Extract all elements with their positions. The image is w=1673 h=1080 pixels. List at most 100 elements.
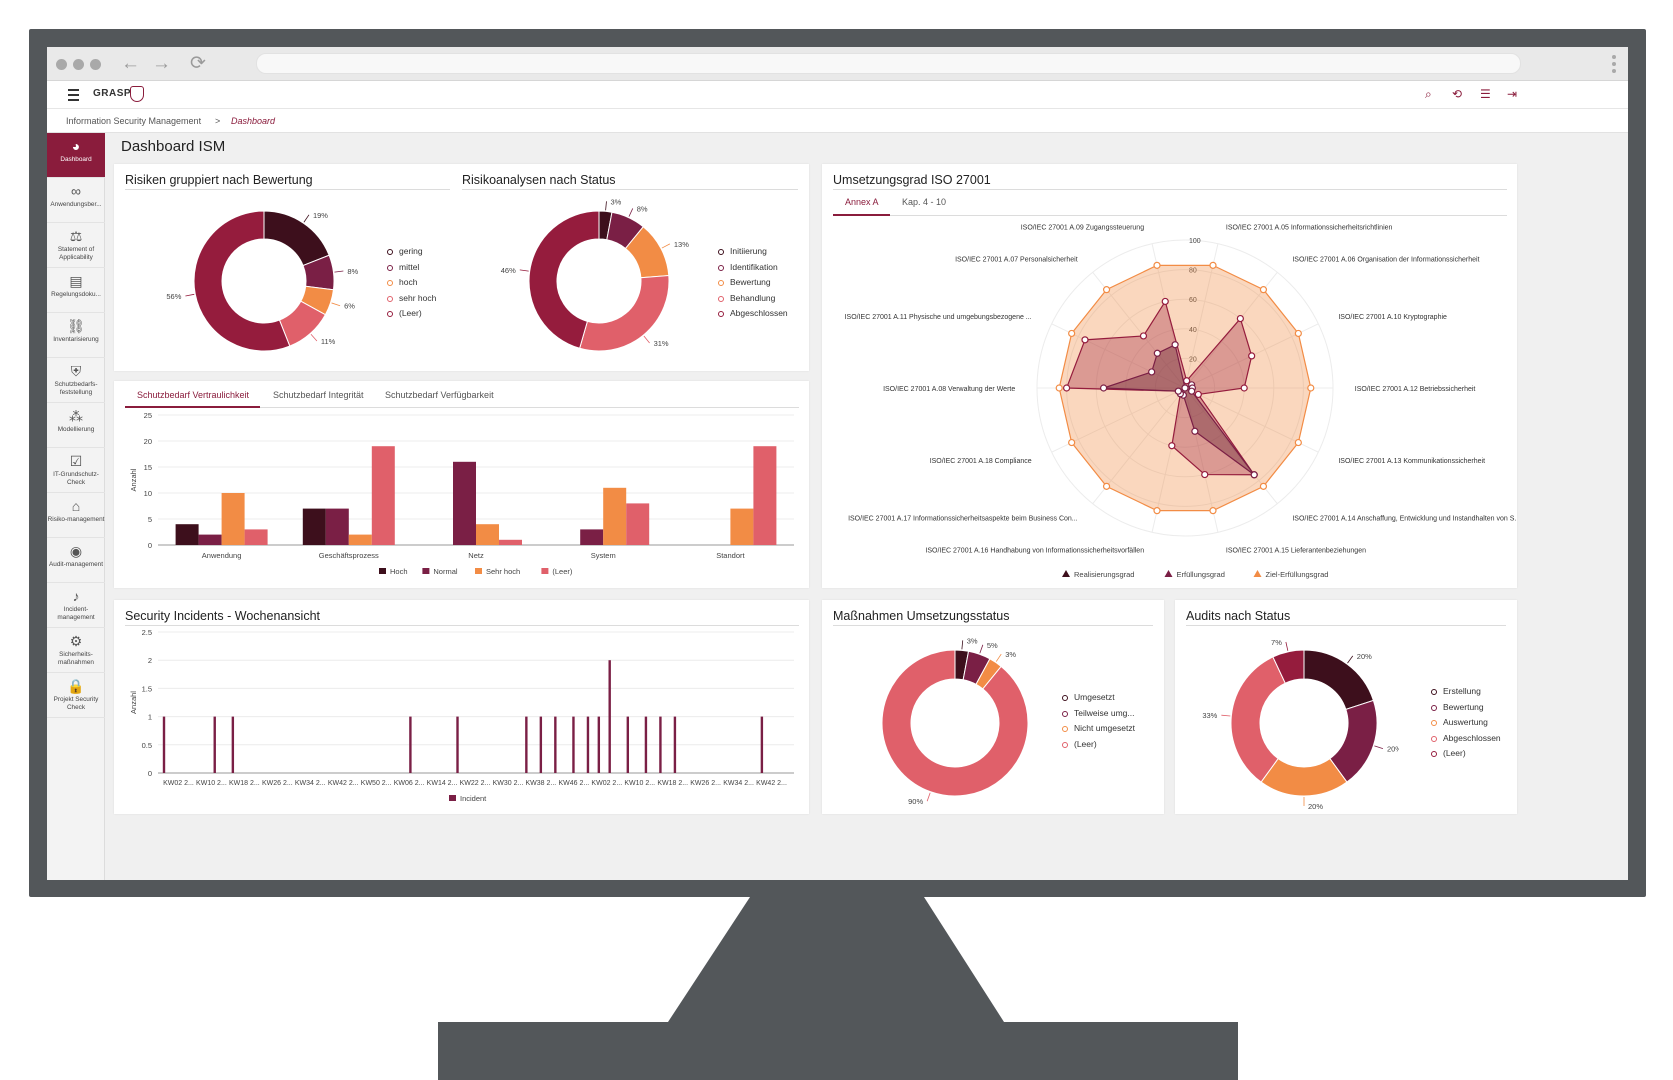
- sidebar-item-incidentmanagement[interactable]: ♪ Incident-management: [47, 583, 105, 628]
- legend-item[interactable]: Initiierung: [718, 246, 788, 262]
- legend-label: Realisierungsgrad: [1074, 570, 1134, 579]
- slice-leader-line: [185, 293, 195, 297]
- legend-label: Nicht umgesetzt: [1074, 723, 1135, 733]
- radar-point: [1181, 384, 1189, 392]
- legend-label: gering: [399, 246, 423, 256]
- pie-chart-icon: ◕: [71, 138, 81, 154]
- refresh-icon[interactable]: ⟲: [1452, 87, 1463, 101]
- sidebar-item-soa[interactable]: ⚖ Statement of Applicability: [47, 223, 105, 268]
- legend-item[interactable]: sehr hoch: [387, 293, 436, 309]
- legend-item[interactable]: hoch: [387, 277, 436, 293]
- radar-point: [1188, 387, 1196, 395]
- slice-value-label: 90%: [908, 797, 923, 806]
- x-tick-label: KW14 2...: [427, 780, 458, 787]
- legend-item[interactable]: gering: [387, 246, 436, 262]
- y-tick-label: 5: [148, 515, 152, 524]
- legend-item[interactable]: Abgeschlossen: [718, 308, 788, 324]
- browser-menu-icon[interactable]: [1612, 55, 1616, 76]
- legend-marker: [718, 249, 724, 255]
- legend-label: Initiierung: [730, 246, 767, 256]
- legend-item[interactable]: (Leer): [1431, 748, 1501, 764]
- legend-item[interactable]: Auswertung: [1431, 717, 1501, 733]
- sidebar-item-anwendungsbereich[interactable]: ∞ Anwendungsber...: [47, 178, 105, 223]
- app-logo-text: GRASP: [93, 88, 132, 99]
- donut-chart-risks: 19% 8% 6% 11% 56%: [166, 210, 359, 352]
- x-tick-label: System: [591, 551, 616, 560]
- tab-kap-4-10[interactable]: Kap. 4 - 10: [902, 197, 947, 207]
- legend-item[interactable]: Nicht umgesetzt: [1062, 723, 1135, 739]
- sidebar-item-modellierung[interactable]: ⁂ Modellierung: [47, 403, 105, 448]
- legend-item[interactable]: Umgesetzt: [1062, 692, 1135, 708]
- breadcrumb: Information Security Management > Dashbo…: [47, 109, 1628, 133]
- sidebar-item-projekt-security-check[interactable]: 🔒 Projekt Security Check: [47, 673, 105, 718]
- radar-point: [1100, 384, 1108, 392]
- legend-marker: [1164, 570, 1173, 577]
- donut-slice: [528, 210, 600, 349]
- window-dot[interactable]: [90, 59, 101, 70]
- tab-integritaet[interactable]: Schutzbedarf Integrität: [273, 390, 364, 400]
- legend-item[interactable]: Behandlung: [718, 293, 788, 309]
- sidebar-item-inventarisierung[interactable]: ⛓ Inventarisierung: [47, 313, 105, 358]
- slice-leader-line: [519, 269, 529, 272]
- donut-slice: [1272, 649, 1305, 684]
- legend-marker: [1062, 710, 1068, 717]
- radar-axis-label: ISO/IEC 27001 A.13 Kommunikationssicherh…: [1338, 458, 1485, 465]
- url-bar[interactable]: [256, 53, 1521, 74]
- bar: [198, 534, 222, 545]
- network-icon: ⛓: [67, 318, 85, 334]
- legend-item[interactable]: mittel: [387, 262, 436, 278]
- sidebar-item-auditmanagement[interactable]: ◉ Audit-management: [47, 538, 105, 583]
- sidebar-item-label: Audit-management: [49, 561, 103, 568]
- legend-label: (Leer): [1443, 748, 1466, 758]
- radar-point: [1063, 384, 1071, 392]
- card-title: Risikoanalysen nach Status: [462, 173, 616, 187]
- legend-label: Sehr hoch: [486, 567, 520, 576]
- x-tick-label: KW02 2...: [591, 780, 622, 787]
- sidebar-item-schutzbedarf[interactable]: ⛨ Schutzbedarfs-feststellung: [47, 358, 105, 403]
- legend-item[interactable]: Teilweise umg...: [1062, 708, 1135, 724]
- search-icon[interactable]: ⌕: [1425, 87, 1432, 101]
- slice-value-label: 7%: [1271, 638, 1282, 647]
- back-arrow-icon[interactable]: ←: [121, 53, 140, 74]
- sidebar-item-risikomanagement[interactable]: ⌂ Risiko-management: [47, 493, 105, 538]
- donut-chart-measures: 3% 5% 3% 90%: [881, 636, 1029, 806]
- list-icon[interactable]: ☰: [1480, 87, 1491, 101]
- tab-verfuegbarkeit[interactable]: Schutzbedarf Verfügbarkeit: [385, 390, 494, 400]
- legend-item[interactable]: (Leer): [387, 308, 436, 324]
- slice-leader-line: [643, 335, 650, 344]
- legend-item[interactable]: (Leer): [1062, 739, 1135, 755]
- x-tick-label: Geschäftsprozess: [319, 551, 379, 560]
- slice-leader-line: [961, 640, 964, 650]
- breadcrumb-separator: >: [215, 116, 221, 126]
- window-dot[interactable]: [56, 59, 67, 70]
- sidebar-item-dashboard[interactable]: ◕ Dashboard: [47, 133, 105, 178]
- sidebar-item-grundschutz-check[interactable]: ☑ IT-Grundschutz-Check: [47, 448, 105, 493]
- radar-axis-label: ISO/IEC 27001 A.14 Anschaffung, Entwickl…: [1292, 516, 1517, 523]
- slice-leader-line: [628, 208, 634, 217]
- sidebar-item-sicherheitsmassnahmen[interactable]: ⚙ Sicherheits-maßnahmen: [47, 628, 105, 673]
- legend-marker: [1431, 735, 1437, 742]
- radar-point: [1161, 297, 1169, 306]
- window-dot[interactable]: [73, 59, 84, 70]
- bar: [626, 503, 650, 545]
- tab-vertraulichkeit[interactable]: Schutzbedarf Vertraulichkeit: [137, 390, 250, 400]
- legend-item[interactable]: Bewertung: [718, 277, 788, 293]
- forward-arrow-icon[interactable]: →: [152, 53, 171, 74]
- logout-icon[interactable]: ⇥: [1507, 87, 1518, 101]
- y-tick-label: 15: [144, 463, 152, 472]
- radar-point: [1068, 438, 1076, 447]
- radar-point: [1194, 390, 1202, 399]
- radar-point: [1240, 384, 1248, 392]
- hamburger-menu-icon[interactable]: [68, 89, 79, 104]
- radar-point: [1148, 368, 1156, 376]
- breadcrumb-root[interactable]: Information Security Management: [66, 116, 202, 126]
- sidebar-item-regelungsdoku[interactable]: ▤ Regelungsdoku...: [47, 268, 105, 313]
- radar-axis-label: ISO/IEC 27001 A.16 Handhabung von Inform…: [925, 548, 1144, 555]
- legend-label: Teilweise umg...: [1074, 707, 1135, 718]
- reload-icon[interactable]: ⟳: [190, 53, 206, 74]
- legend-item[interactable]: Erstellung: [1431, 686, 1501, 702]
- legend-item[interactable]: Identifikation: [718, 262, 788, 278]
- tab-annex-a[interactable]: Annex A: [845, 197, 879, 207]
- legend-item[interactable]: Abgeschlossen: [1431, 733, 1501, 749]
- legend-item[interactable]: Bewertung: [1431, 702, 1501, 718]
